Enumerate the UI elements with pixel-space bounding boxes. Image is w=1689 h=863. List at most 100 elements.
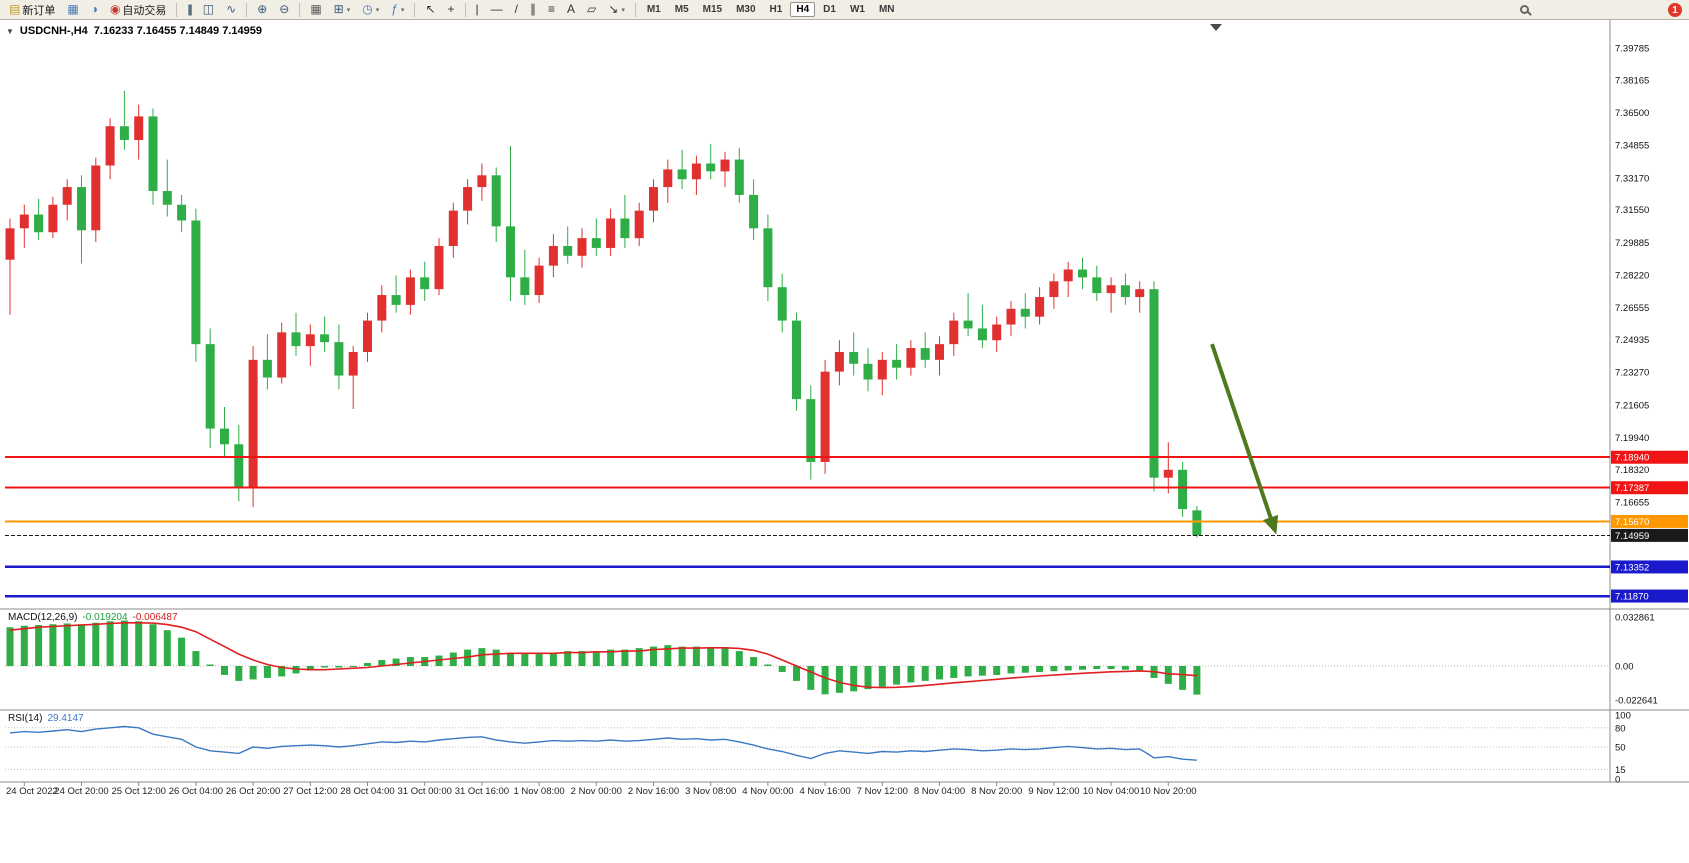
chart-periods-button[interactable]: ◷ ▾ (357, 1, 384, 18)
cursor-button[interactable]: ↖ (420, 1, 440, 18)
time-label: 31 Oct 16:00 (455, 786, 509, 797)
text-icon: A (567, 2, 576, 16)
auto-trading-button[interactable]: ◉ 自动交易 (105, 1, 171, 18)
tile-windows-icon: ▦ (310, 2, 322, 16)
tile-windows-button[interactable]: ▦ (305, 1, 326, 18)
candlestick-chart-icon: ◫ (202, 2, 215, 16)
chart-window-button[interactable]: ▦ (62, 1, 83, 18)
price-badge (1611, 450, 1688, 464)
toolbar-separator (464, 2, 466, 17)
new-order-button[interactable]: ▤ 新订单 (4, 1, 60, 18)
price-tick: 7.31550 (1615, 205, 1649, 216)
price-tick: 7.21605 (1615, 400, 1649, 411)
horizontal-line-icon: — (490, 2, 503, 16)
time-label: 8 Nov 20:00 (971, 786, 1022, 797)
symbol-timeframe-label: USDCNH-,H4 (19, 25, 88, 37)
macd-signal-line (9, 621, 1197, 689)
price-badge (1611, 560, 1688, 574)
toolbar-separator (299, 2, 301, 17)
trendline-button[interactable]: / (510, 1, 523, 18)
rsi-tick: 80 (1615, 723, 1626, 734)
crosshair-button[interactable]: + (443, 1, 460, 18)
price-tick: 7.38165 (1615, 75, 1649, 86)
price-badge-label: 7.15670 (1615, 517, 1649, 528)
price-badge-label: 7.13352 (1615, 562, 1649, 573)
arrows-button[interactable]: ↘ ▾ (603, 1, 630, 18)
equidistant-channel-icon: ∥ (529, 2, 536, 16)
rsi-tick: 50 (1615, 743, 1626, 754)
time-label: 4 Nov 00:00 (742, 786, 793, 797)
time-label: 28 Oct 04:00 (340, 786, 394, 797)
one-click-trading-toggle-icon[interactable]: ▼ (6, 26, 14, 36)
horizontal-level-lines[interactable]: 7.18940 7.17387 7.15670 7.14959 7.13352 7.118… (5, 450, 1688, 603)
timeframe-h1-button[interactable]: H1 (769, 4, 783, 15)
dropdown-arrow-icon: ▾ (621, 6, 625, 14)
time-label: 9 Nov 12:00 (1028, 786, 1079, 797)
annotation-down-arrow[interactable] (1210, 343, 1279, 535)
price-tick: 7.39785 (1615, 43, 1649, 54)
dropdown-arrow-icon: ▾ (375, 6, 380, 14)
time-label: 1 Nov 08:00 (513, 786, 564, 797)
price-badge-label: 7.11870 (1615, 592, 1649, 603)
time-label: 8 Nov 04:00 (914, 786, 965, 797)
macd-indicator-label: MACD(12,26,9) -0.019204 -0.006487 (8, 612, 178, 623)
macd-panel: 0.032861 0.00 -0.022641 (5, 613, 1658, 706)
chart-title: ▼ USDCNH-,H4 7.16233 7.16455 7.14849 7.1… (6, 25, 262, 37)
zoom-out-button[interactable]: ⊖ (274, 1, 294, 18)
time-label: 26 Oct 20:00 (226, 786, 280, 797)
price-tick: 7.34855 (1615, 140, 1649, 151)
line-chart-button[interactable]: ∿ (221, 1, 241, 18)
price-badge-label: 7.14959 (1615, 531, 1649, 542)
notification-badge[interactable]: 1 (1668, 3, 1682, 17)
macd-main-value: -0.019204 (82, 612, 128, 623)
zoom-out-icon: ⊖ (279, 2, 290, 16)
price-tick: 7.36500 (1615, 108, 1649, 119)
new-chart-button[interactable]: ⊞ ▾ (329, 1, 356, 18)
time-label: 24 Oct 2022 (6, 786, 58, 797)
zoom-in-button[interactable]: ⊕ (252, 1, 272, 18)
toolbar-separator (246, 2, 248, 17)
vertical-line-button[interactable]: | (471, 1, 484, 18)
dropdown-arrow-icon: ▾ (400, 6, 405, 14)
new-order-icon: ▤ (9, 2, 21, 16)
price-tick: 7.23270 (1615, 368, 1649, 379)
fibonacci-button[interactable]: ≡ (543, 1, 560, 18)
equidistant-channel-button[interactable]: ∥ (525, 1, 541, 18)
timeframe-mn-button[interactable]: MN (878, 4, 895, 15)
toolbar-separator (176, 2, 178, 17)
timeframe-m5-button[interactable]: M5 (674, 4, 689, 15)
timeframe-m1-button[interactable]: M1 (646, 4, 661, 15)
price-axis[interactable]: 7.39785 7.38165 7.36500 7.34855 7.33170 7.315… (1615, 43, 1649, 508)
timeframe-w1-button[interactable]: W1 (849, 4, 865, 15)
timeframe-h4-button[interactable]: H4 (790, 2, 816, 17)
candlestick-chart-button[interactable]: ◫ (198, 1, 219, 18)
text-label-button[interactable]: ▱ (582, 1, 601, 18)
new-order-button-label: 新订单 (22, 4, 56, 17)
chart-shift-marker-icon[interactable] (1210, 24, 1222, 31)
market-data-button[interactable]: ◑ (86, 1, 103, 18)
price-badge-label: 7.17387 (1615, 483, 1649, 494)
horizontal-line-button[interactable]: — (486, 1, 508, 18)
macd-name: MACD(12,26,9) (8, 612, 78, 623)
text-button[interactable]: A (562, 1, 580, 18)
chart-frame (0, 20, 1689, 783)
search-button[interactable] (1520, 5, 1529, 14)
time-label: 27 Oct 12:00 (283, 786, 337, 797)
timeframe-d1-button[interactable]: D1 (823, 4, 836, 15)
macd-tick: 0.032861 (1615, 613, 1655, 624)
indicators-button[interactable]: ƒ ▾ (386, 1, 409, 18)
candles (5, 90, 1202, 538)
time-label: 10 Nov 20:00 (1140, 786, 1197, 797)
time-label: 3 Nov 08:00 (685, 786, 736, 797)
indicators-icon: ƒ (391, 2, 398, 16)
timeframe-m30-button[interactable]: M30 (736, 4, 756, 15)
price-tick: 7.26555 (1615, 303, 1649, 314)
macd-tick: 0.00 (1615, 662, 1634, 673)
bar-chart-button[interactable]: ||| (182, 1, 195, 18)
price-badge-label: 7.18940 (1615, 453, 1649, 464)
search-icon (1520, 5, 1529, 14)
price-tick: 7.19940 (1615, 433, 1649, 444)
timeframe-m15-button[interactable]: M15 (702, 4, 723, 15)
